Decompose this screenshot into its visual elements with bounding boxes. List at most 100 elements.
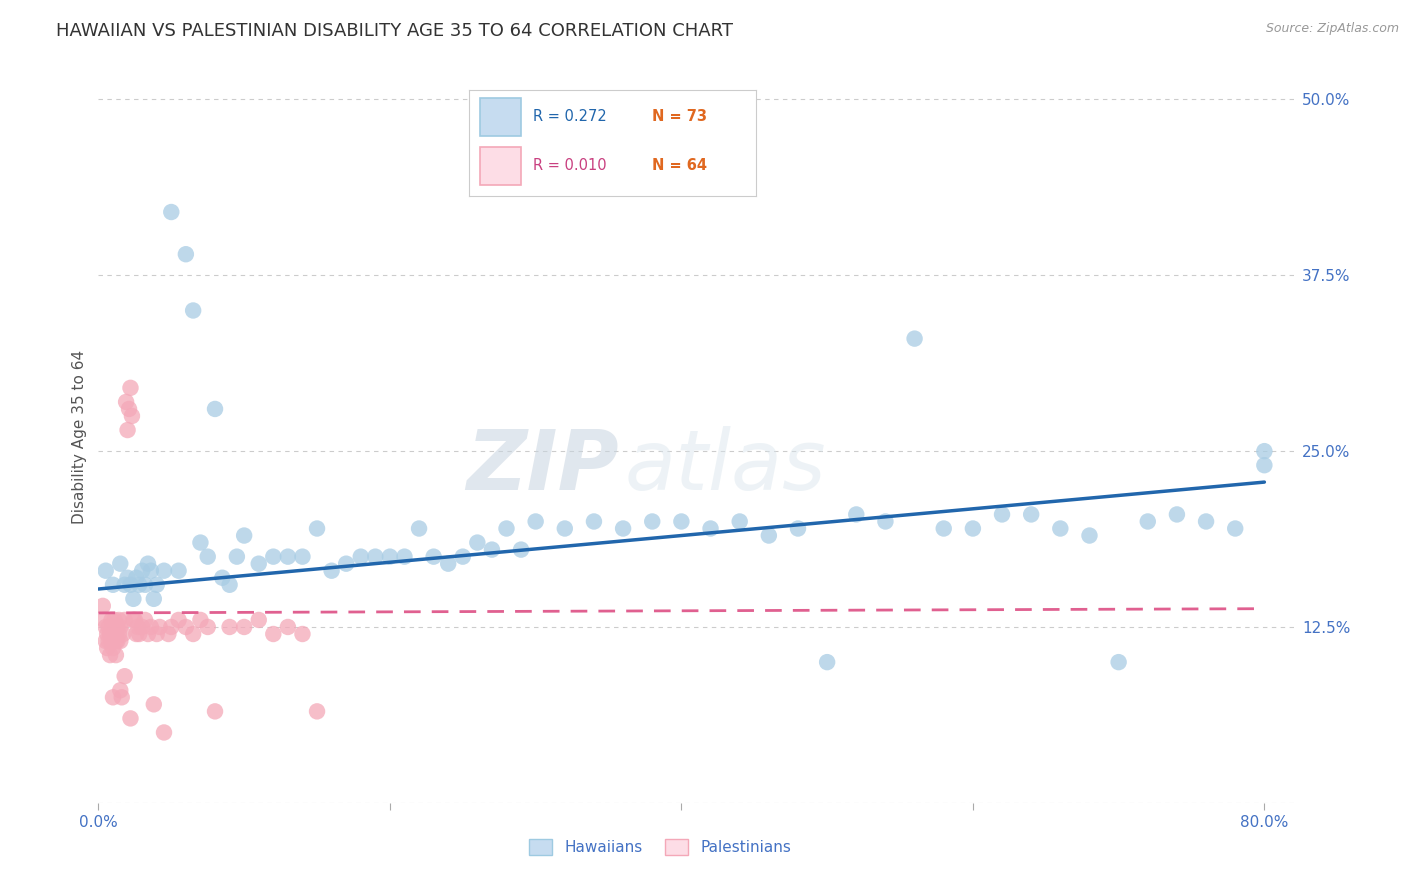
Point <box>117 423 139 437</box>
Point <box>145 578 167 592</box>
Point <box>136 557 159 571</box>
Point <box>758 528 780 542</box>
Text: HAWAIIAN VS PALESTINIAN DISABILITY AGE 35 TO 64 CORRELATION CHART: HAWAIIAN VS PALESTINIAN DISABILITY AGE 3… <box>56 22 734 40</box>
Point <box>233 620 256 634</box>
Point <box>291 627 314 641</box>
Point <box>120 578 142 592</box>
Point <box>378 549 401 564</box>
Point <box>108 627 131 641</box>
Point <box>153 725 176 739</box>
Point <box>350 549 373 564</box>
Point <box>118 401 141 416</box>
Point <box>142 698 165 712</box>
Point <box>1049 521 1071 535</box>
Point <box>174 247 197 261</box>
Point <box>554 521 576 535</box>
Point <box>277 620 299 634</box>
Point <box>104 648 127 662</box>
Point <box>197 549 219 564</box>
Point <box>233 528 256 542</box>
Point <box>903 332 925 346</box>
Point <box>101 578 124 592</box>
Point <box>97 620 120 634</box>
Point <box>1019 508 1042 522</box>
Point <box>94 564 117 578</box>
Point <box>122 591 145 606</box>
Point <box>422 549 444 564</box>
Point <box>121 409 143 423</box>
Point <box>117 571 139 585</box>
Point <box>204 401 226 416</box>
Point <box>204 705 226 719</box>
Point <box>108 613 131 627</box>
Point <box>321 564 343 578</box>
Point <box>962 521 984 535</box>
Point <box>335 557 357 571</box>
Point <box>495 521 517 535</box>
Point <box>510 542 533 557</box>
Point <box>181 303 204 318</box>
Point <box>225 549 247 564</box>
Point <box>101 620 124 634</box>
Point <box>114 578 136 592</box>
Point <box>991 508 1014 522</box>
Point <box>104 634 127 648</box>
Point <box>305 521 328 535</box>
Point <box>160 620 183 634</box>
Point <box>1253 458 1275 473</box>
Point <box>582 515 605 529</box>
Point <box>932 521 955 535</box>
Point <box>120 711 142 725</box>
Point <box>174 620 197 634</box>
Point <box>93 613 115 627</box>
Point <box>110 557 132 571</box>
Point <box>110 683 132 698</box>
Point <box>105 620 128 634</box>
Point <box>1253 444 1275 458</box>
Point <box>408 521 430 535</box>
Point <box>1195 515 1218 529</box>
Point <box>262 549 284 564</box>
Point <box>131 620 153 634</box>
Point <box>451 549 474 564</box>
Point <box>98 627 121 641</box>
Point <box>94 634 117 648</box>
Point <box>291 549 314 564</box>
Point <box>197 620 219 634</box>
Point <box>125 627 148 641</box>
Point <box>101 690 124 705</box>
Point <box>111 690 134 705</box>
Point <box>845 508 868 522</box>
Point <box>127 620 149 634</box>
Point <box>160 205 183 219</box>
Point <box>1136 515 1159 529</box>
Point <box>481 542 503 557</box>
Point <box>524 515 547 529</box>
Point <box>96 627 118 641</box>
Point <box>875 515 897 529</box>
Point <box>103 627 125 641</box>
Point <box>105 634 128 648</box>
Point <box>612 521 634 535</box>
Text: ZIP: ZIP <box>465 425 619 507</box>
Point <box>277 549 299 564</box>
Point <box>97 634 120 648</box>
Y-axis label: Disability Age 35 to 64: Disability Age 35 to 64 <box>72 350 87 524</box>
Point <box>128 627 150 641</box>
Point <box>641 515 664 529</box>
Point <box>728 515 751 529</box>
Point <box>134 578 156 592</box>
Point <box>114 613 136 627</box>
Point <box>125 571 148 585</box>
Point <box>1166 508 1188 522</box>
Legend: Hawaiians, Palestinians: Hawaiians, Palestinians <box>523 833 797 861</box>
Point <box>136 627 159 641</box>
Point <box>211 571 233 585</box>
Point <box>131 564 153 578</box>
Point <box>128 578 150 592</box>
Point <box>305 705 328 719</box>
Point <box>699 521 721 535</box>
Point <box>114 669 136 683</box>
Point <box>100 634 122 648</box>
Point <box>134 613 156 627</box>
